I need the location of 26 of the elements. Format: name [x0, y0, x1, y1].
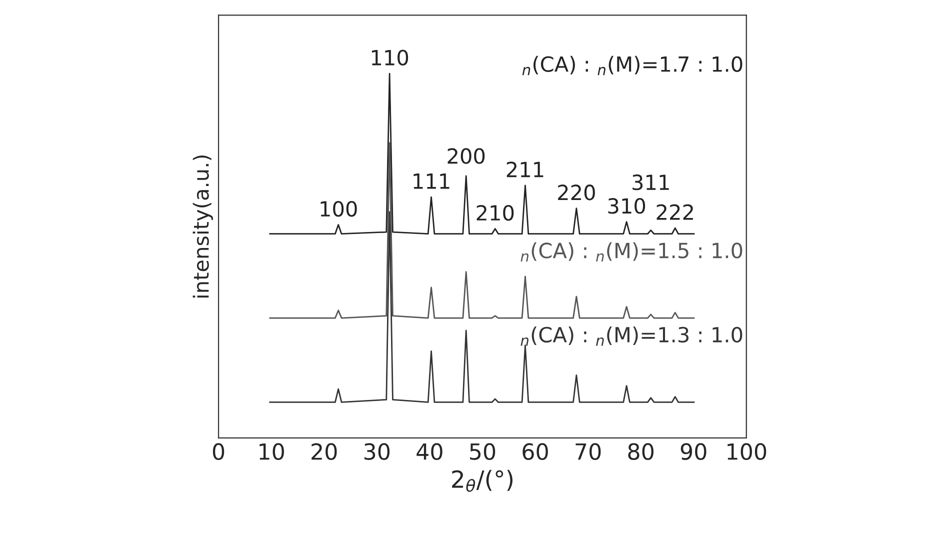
annotation: 100 [320, 200, 357, 217]
x-tick-label: 10 [260, 443, 284, 460]
x-axis-title: 2$_{θ}$/(°) [452, 470, 513, 492]
annotation: 210 [476, 204, 514, 221]
x-tick-label: 70 [576, 443, 601, 460]
annotation: 311 [632, 174, 669, 190]
text: $_{n}$(CA) : $_{n}$(M)=1.7 : 1.0 [522, 56, 742, 76]
annotation: 310 [608, 198, 646, 214]
annotation: 211 [506, 162, 544, 178]
x-tick-label: 60 [522, 443, 548, 460]
annotation: 110 [372, 50, 408, 66]
annotation: 111 [414, 174, 450, 189]
x-tick-label: 80 [628, 443, 654, 460]
annotation: 222 [656, 204, 693, 220]
x-tick-label: 90 [680, 443, 706, 460]
x-tick-label: 50 [470, 443, 496, 460]
annotation: 200 [448, 148, 485, 164]
series-label: $_{n}$(CA) : $_{n}$(M)=1.5 : 1.0 [520, 242, 742, 262]
x-tick-label: 30 [364, 443, 390, 460]
x-tick-label: 0 [212, 443, 224, 460]
x-tick-label: 100 [728, 443, 766, 460]
y-axis-title: intensity(a.u.) [192, 155, 213, 298]
series-label: $_{n}$(CA) : $_{n}$(M)=1.3 : 1.0 [520, 326, 742, 346]
x-tick-label: 40 [416, 443, 442, 460]
x-tick-label: 20 [312, 443, 337, 460]
annotation: 220 [558, 184, 595, 200]
